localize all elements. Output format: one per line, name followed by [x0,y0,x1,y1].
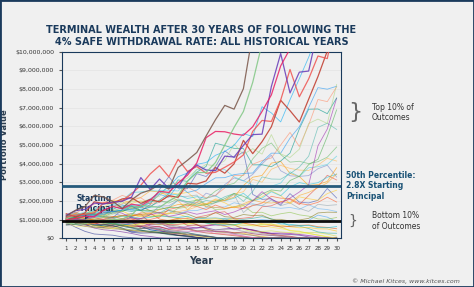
Text: 50th Percentile:
2.8X Starting
Principal: 50th Percentile: 2.8X Starting Principal [346,171,416,201]
Title: TERMINAL WEALTH AFTER 30 YEARS OF FOLLOWING THE
4% SAFE WITHDRAWAL RATE: ALL HIS: TERMINAL WEALTH AFTER 30 YEARS OF FOLLOW… [46,25,356,47]
Text: Top 10% of
Outcomes: Top 10% of Outcomes [372,102,414,122]
X-axis label: Year: Year [190,256,213,266]
Text: }: } [348,102,363,122]
Text: }: } [348,214,357,228]
Text: © Michael Kitces, www.kitces.com: © Michael Kitces, www.kitces.com [352,278,460,284]
Text: Bottom 10%
of Outcomes: Bottom 10% of Outcomes [372,211,420,231]
Y-axis label: Portfolio Value: Portfolio Value [0,110,9,180]
Text: Starting
Principal: Starting Principal [75,194,113,219]
